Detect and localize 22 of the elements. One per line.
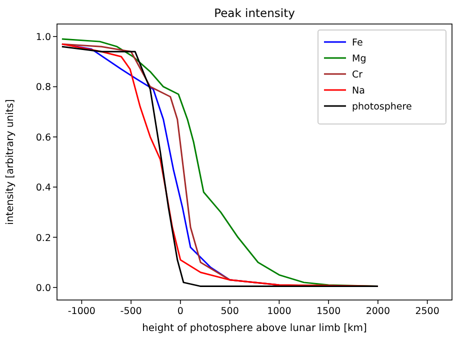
- x-tick-label: 1500: [316, 306, 341, 317]
- x-tick-label: -500: [120, 306, 142, 317]
- x-axis-title: height of photosphere above lunar limb [km]: [142, 323, 368, 334]
- x-tick-label: 2000: [366, 306, 390, 317]
- chart-title: Peak intensity: [214, 6, 296, 20]
- y-tick-label: 0.6: [36, 132, 51, 144]
- x-tick-label: 1000: [267, 306, 292, 317]
- x-tick-label: -1000: [68, 306, 96, 317]
- x-tick-label: 0: [177, 306, 184, 317]
- legend-label: Na: [352, 86, 365, 96]
- y-tick-label: 0.2: [36, 232, 51, 244]
- legend-label: Mg: [352, 54, 366, 64]
- y-tick-label: 0.0: [36, 282, 51, 294]
- legend-label: photosphere: [352, 102, 412, 112]
- x-tick-label: 500: [220, 306, 239, 317]
- y-tick-label: 1.0: [36, 32, 51, 44]
- x-tick-label: 2500: [415, 306, 440, 317]
- legend-label: Cr: [352, 70, 363, 80]
- y-tick-label: 0.8: [36, 82, 51, 94]
- legend-label: Fe: [352, 38, 363, 48]
- y-tick-label: 0.4: [36, 182, 51, 194]
- y-axis-title: intensity [arbitrary units]: [5, 99, 16, 225]
